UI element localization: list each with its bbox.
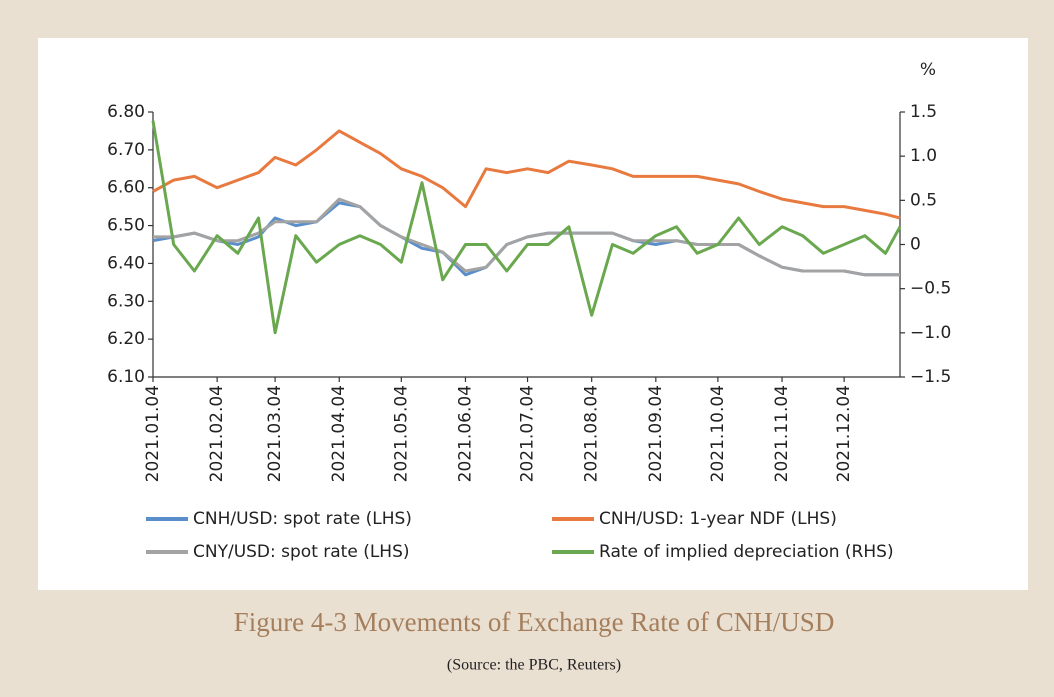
y2-tick-label: −0.5 bbox=[910, 279, 951, 299]
x-tick-label: 2021.07.04 bbox=[518, 385, 538, 482]
y-tick-label: 6.30 bbox=[107, 291, 145, 311]
legend-label: Rate of implied depreciation (RHS) bbox=[599, 542, 894, 562]
y-tick-label: 6.10 bbox=[107, 367, 145, 387]
x-tick-label: 2021.01.04 bbox=[143, 385, 163, 482]
caption: Figure 4-3 Movements of Exchange Rate of… bbox=[234, 607, 835, 637]
y-tick-label: 6.50 bbox=[107, 216, 145, 236]
series-line bbox=[153, 197, 900, 277]
y2-tick-label: −1.0 bbox=[910, 323, 951, 343]
series-line bbox=[152, 129, 901, 220]
y2-tick-label: 0 bbox=[910, 235, 921, 255]
x-tick-label: 2021.11.04 bbox=[772, 385, 792, 482]
x-tick-label: 2021.08.04 bbox=[582, 385, 602, 482]
x-tick-label: 2021.04.04 bbox=[329, 385, 349, 482]
x-tick-label: 2021.02.04 bbox=[207, 385, 227, 482]
y2-tick-label: 1.0 bbox=[910, 146, 937, 166]
caption-area: Figure 4-3 Movements of Exchange Rate of… bbox=[234, 607, 835, 674]
source: (Source: the PBC, Reuters) bbox=[447, 657, 621, 674]
y2-tick-label: 1.5 bbox=[910, 102, 937, 122]
chart: % 6.10 6.20 6.30 6.40 6.50 6.60 6.70 6.80 −1.5 −1… bbox=[107, 60, 951, 562]
legend-label: CNY/USD: spot rate (LHS) bbox=[193, 542, 410, 562]
y-tick-label: 6.20 bbox=[107, 329, 145, 349]
x-tick-label: 2021.05.04 bbox=[391, 385, 411, 482]
y-tick-label: 6.70 bbox=[107, 140, 145, 160]
x-tick-label: 2021.09.04 bbox=[646, 385, 666, 482]
x-tick-label: 2021.06.04 bbox=[455, 385, 475, 482]
y2-axis-label: % bbox=[920, 60, 936, 80]
y2-tick-label: −1.5 bbox=[910, 367, 951, 387]
y2-tick-label: 0.5 bbox=[910, 190, 937, 210]
legend-label: CNH/USD: 1-year NDF (LHS) bbox=[599, 509, 837, 529]
x-tick-label: 2021.12.04 bbox=[834, 385, 854, 482]
x-tick-label: 2021.10.04 bbox=[708, 385, 728, 482]
chart-panel: % 6.10 6.20 6.30 6.40 6.50 6.60 6.70 6.80 −1.5 −1… bbox=[38, 38, 1028, 590]
series-line bbox=[151, 120, 902, 335]
y-tick-label: 6.40 bbox=[107, 253, 145, 273]
y-tick-label: 6.80 bbox=[107, 102, 145, 122]
legend-label: CNH/USD: spot rate (LHS) bbox=[193, 509, 412, 529]
y-tick-label: 6.60 bbox=[107, 178, 145, 198]
x-tick-label: 2021.03.04 bbox=[265, 385, 285, 482]
